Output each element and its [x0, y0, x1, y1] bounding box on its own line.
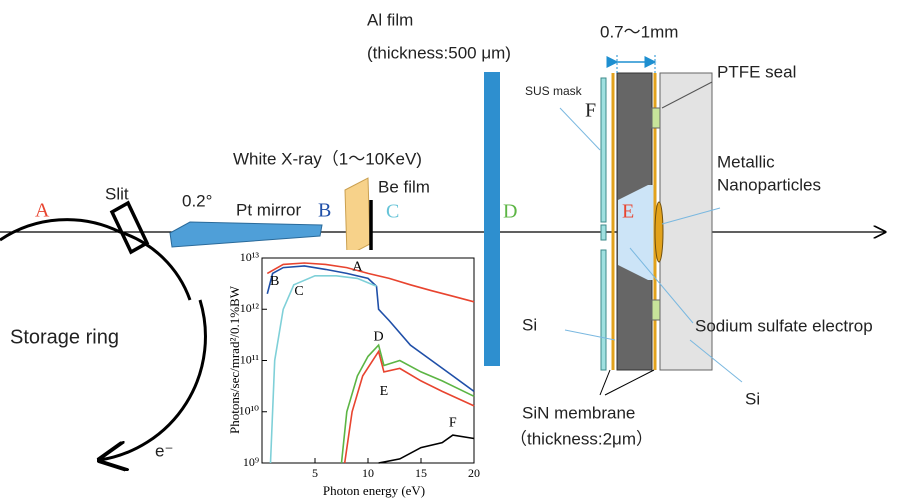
series-label: A: [352, 260, 363, 275]
inset-bg: [222, 250, 484, 503]
label: Pt mirror: [236, 200, 302, 219]
label: （thickness:2μm）: [510, 429, 653, 448]
label-a: A: [35, 200, 50, 222]
series-line: [266, 262, 475, 303]
callout: [564, 329, 616, 341]
series-line: [340, 343, 475, 464]
series-line: [269, 275, 377, 464]
label: 0.7〜1mm: [600, 22, 678, 41]
ring-arc: [100, 299, 207, 460]
series-label: C: [294, 284, 303, 299]
label-e: E: [622, 201, 634, 223]
label-d: D: [503, 201, 517, 223]
label: Metallic: [717, 152, 775, 171]
be-film: [344, 177, 371, 257]
callout: [661, 81, 713, 109]
pt-mirror: [169, 221, 323, 248]
y-tick-label: 10¹³: [240, 250, 260, 264]
label: Si: [522, 315, 537, 334]
y-tick-label: 10¹⁰: [239, 404, 260, 418]
x-tick-label: 20: [468, 466, 480, 480]
label-c: C: [386, 201, 399, 223]
x-tick-label: 15: [415, 466, 427, 480]
label: 0.2°: [182, 191, 212, 210]
label: Storage ring: [10, 326, 119, 348]
label: Sodium sulfate electrop: [695, 316, 873, 335]
label: Be film: [378, 177, 430, 196]
label: SiN membrane: [522, 403, 635, 422]
label-b: B: [318, 200, 331, 222]
label: Si: [745, 389, 760, 408]
label: Al film: [367, 10, 413, 29]
inset-chart: Photon energy (eV) Photons/sec/mrad²/0.1…: [222, 250, 484, 503]
sus-mask: [600, 224, 607, 241]
sus-mask: [600, 249, 607, 371]
x-tick-label: 5: [312, 466, 318, 480]
series-line: [378, 434, 475, 464]
slit: [109, 200, 150, 255]
label: e⁻: [155, 441, 173, 460]
callout: [661, 207, 721, 225]
sus-mask: [600, 77, 607, 223]
nanoparticles: [654, 201, 664, 263]
electrolyte: [618, 185, 655, 280]
label: SUS mask: [525, 84, 583, 98]
x-tick-label: 10: [362, 466, 374, 480]
al-film: [484, 72, 500, 366]
ptfe-seal: [651, 299, 661, 321]
series-label: D: [374, 329, 384, 344]
label: Nanoparticles: [717, 175, 821, 194]
label: (thickness:500 μm): [367, 43, 511, 62]
label-f: F: [585, 100, 596, 122]
callout: [599, 369, 611, 396]
callout: [559, 107, 601, 151]
x-axis-label: Photon energy (eV): [323, 483, 425, 498]
series-label: E: [380, 384, 389, 399]
label: PTFE seal: [717, 62, 796, 81]
y-tick-label: 10¹²: [240, 301, 260, 315]
callout: [604, 369, 655, 396]
series-label: B: [270, 274, 279, 289]
y-axis-label: Photons/sec/mrad²/0.1%BW: [227, 285, 242, 434]
ptfe-seal: [651, 107, 661, 129]
callout: [689, 339, 743, 383]
y-tick-label: 10¹¹: [240, 352, 260, 366]
series-label: F: [449, 415, 457, 430]
callout: [629, 247, 694, 324]
y-tick-label: 10⁹: [243, 455, 259, 469]
series-line: [343, 349, 475, 464]
label: White X-ray（1〜10KeV): [233, 149, 422, 168]
series-line: [266, 265, 475, 393]
label: Slit: [105, 184, 129, 203]
